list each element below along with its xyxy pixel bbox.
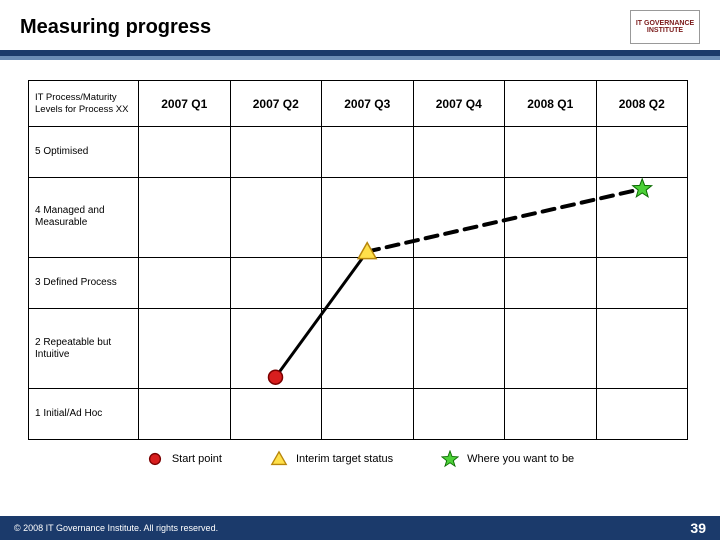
table-row: 1 Initial/Ad Hoc bbox=[29, 389, 688, 440]
legend-start: Start point bbox=[146, 450, 222, 468]
legend-interim-label: Interim target status bbox=[296, 453, 393, 465]
row-label: 1 Initial/Ad Hoc bbox=[29, 389, 139, 440]
legend: Start point Interim target status Where … bbox=[28, 450, 692, 468]
table-header-row: IT Process/Maturity Levels for Process X… bbox=[29, 81, 688, 127]
copyright: © 2008 IT Governance Institute. All righ… bbox=[14, 523, 218, 533]
page-number: 39 bbox=[690, 520, 706, 536]
maturity-grid-wrap: IT Process/Maturity Levels for Process X… bbox=[28, 80, 688, 440]
legend-start-label: Start point bbox=[172, 453, 222, 465]
col-header: 2008 Q2 bbox=[596, 81, 688, 127]
row-label: 5 Optimised bbox=[29, 127, 139, 178]
logo-text: IT GOVERNANCE INSTITUTE bbox=[631, 20, 699, 34]
legend-target-label: Where you want to be bbox=[467, 453, 574, 465]
col-header: 2007 Q2 bbox=[230, 81, 322, 127]
col-header: 2007 Q4 bbox=[413, 81, 505, 127]
row-label: 2 Repeatable but Intuitive bbox=[29, 308, 139, 388]
table-row: 2 Repeatable but Intuitive bbox=[29, 308, 688, 388]
footer: © 2008 IT Governance Institute. All righ… bbox=[0, 516, 720, 540]
legend-interim: Interim target status bbox=[270, 450, 393, 468]
page-title: Measuring progress bbox=[20, 16, 211, 39]
table-row: 4 Managed and Measurable bbox=[29, 177, 688, 257]
maturity-table: IT Process/Maturity Levels for Process X… bbox=[28, 80, 688, 440]
legend-target: Where you want to be bbox=[441, 450, 574, 468]
start-icon bbox=[146, 450, 164, 468]
col-header: 2008 Q1 bbox=[505, 81, 597, 127]
row-label: 4 Managed and Measurable bbox=[29, 177, 139, 257]
interim-icon bbox=[270, 450, 288, 468]
row-header-title: IT Process/Maturity Levels for Process X… bbox=[29, 81, 139, 127]
logo: IT GOVERNANCE INSTITUTE bbox=[630, 10, 700, 44]
slide: Measuring progress IT GOVERNANCE INSTITU… bbox=[0, 0, 720, 540]
table-row: 3 Defined Process bbox=[29, 258, 688, 309]
title-bar: Measuring progress IT GOVERNANCE INSTITU… bbox=[0, 0, 720, 56]
table-row: 5 Optimised bbox=[29, 127, 688, 178]
row-label: 3 Defined Process bbox=[29, 258, 139, 309]
table-body: 5 Optimised 4 Managed and Measurable 3 D… bbox=[29, 127, 688, 440]
target-icon bbox=[441, 450, 459, 468]
content-area: IT Process/Maturity Levels for Process X… bbox=[0, 56, 720, 516]
col-header: 2007 Q3 bbox=[322, 81, 414, 127]
col-header: 2007 Q1 bbox=[139, 81, 231, 127]
